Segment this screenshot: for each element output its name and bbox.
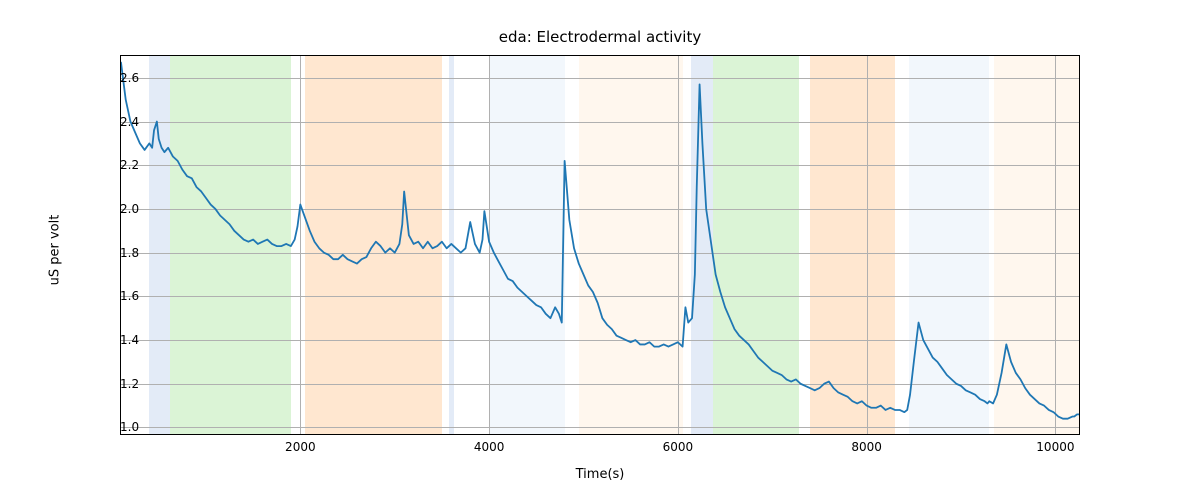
y-tick-label: 1.8	[120, 246, 128, 260]
y-tick-label: 1.6	[120, 289, 128, 303]
y-tick-label: 1.0	[120, 420, 128, 434]
x-tick-label: 6000	[663, 434, 694, 454]
x-tick-label: 2000	[285, 434, 316, 454]
y-tick-label: 2.4	[120, 115, 128, 129]
x-tick-label: 8000	[851, 434, 882, 454]
x-tick-label: 4000	[474, 434, 505, 454]
y-tick-label: 2.6	[120, 71, 128, 85]
x-axis-label: Time(s)	[0, 467, 1200, 482]
plot-area	[120, 55, 1080, 435]
y-tick-label: 2.2	[120, 158, 128, 172]
eda-line	[121, 56, 1079, 434]
chart-title: eda: Electrodermal activity	[0, 28, 1200, 46]
y-tick-label: 2.0	[120, 202, 128, 216]
y-tick-label: 1.2	[120, 377, 128, 391]
x-tick-label: 10000	[1036, 434, 1074, 454]
figure: eda: Electrodermal activity uS per volt …	[0, 0, 1200, 500]
y-tick-label: 1.4	[120, 333, 128, 347]
y-axis-label: uS per volt	[48, 215, 63, 286]
eda-series-path	[121, 63, 1079, 419]
